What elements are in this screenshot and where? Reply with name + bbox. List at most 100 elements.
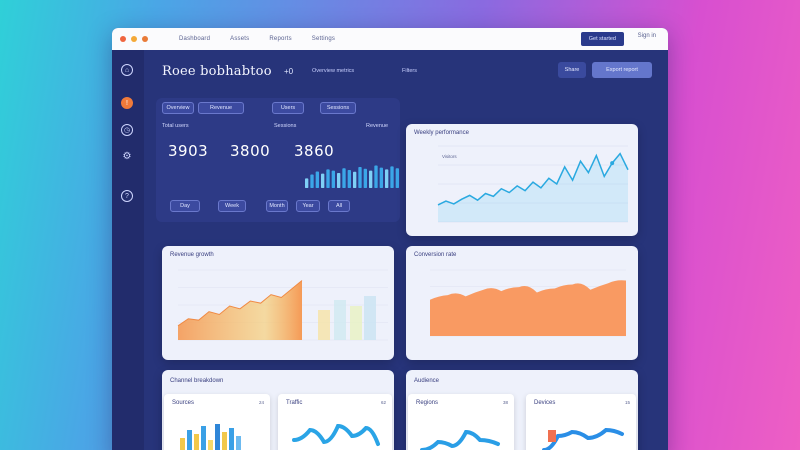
filter-sessions[interactable]: Sessions: [320, 102, 356, 114]
revenue-line: [177, 280, 303, 327]
settings-icon[interactable]: ⚙: [122, 150, 132, 162]
page-title: Roee bobhabtoo: [162, 64, 272, 79]
kpi-value-sessions: 3800: [230, 142, 271, 160]
mini-bar: [180, 438, 185, 450]
kpi-bar: [331, 170, 335, 188]
alert-icon[interactable]: !: [121, 97, 133, 109]
kpi-label: Revenue: [366, 123, 389, 129]
close-dot[interactable]: [120, 36, 126, 42]
revenue-bar: [364, 296, 376, 340]
range-day[interactable]: Day: [170, 200, 200, 212]
card-title: Conversion rate: [414, 252, 457, 258]
card-value: 62: [380, 400, 386, 405]
mini-bar: [222, 432, 227, 450]
conversion-area: [430, 280, 626, 336]
regions-wave-chart: [420, 429, 500, 450]
wave-line: [542, 427, 624, 450]
kpi-label: Sessions: [274, 123, 297, 129]
devices-wave-chart: [542, 427, 624, 450]
revenue-area: [178, 280, 302, 340]
menu-item[interactable]: Settings: [311, 36, 336, 42]
kpi-bar: [315, 171, 319, 188]
audience-card: Audience Regions 38 Devices 15: [406, 370, 638, 450]
menu-item[interactable]: Reports: [269, 36, 292, 42]
menu-item[interactable]: Assets: [230, 36, 250, 42]
line-point: [610, 161, 615, 166]
card-title: Sources: [172, 400, 195, 406]
range-year[interactable]: Year: [296, 200, 320, 212]
kpi-bar: [369, 170, 373, 188]
filters-link[interactable]: Filters: [402, 68, 417, 74]
kpi-label: Total users: [162, 123, 189, 129]
kpi-bar-chart: [305, 165, 399, 188]
kpi-bar: [385, 169, 389, 188]
revenue-bar: [334, 300, 346, 340]
kpi-bar: [353, 171, 357, 188]
card-value: 38: [502, 400, 508, 405]
channel-card: Channel breakdown Sources 24 Traffic 62: [162, 370, 394, 450]
sources-bar-chart: [180, 424, 241, 450]
line-chart: [437, 145, 629, 223]
kpi-bar: [342, 168, 346, 188]
export-button[interactable]: Export report: [592, 62, 652, 78]
line-series: [437, 152, 629, 206]
range-month[interactable]: Month: [266, 200, 288, 212]
mini-bar: [187, 430, 192, 450]
kpi-bar: [310, 174, 314, 188]
mini-bar: [201, 426, 206, 450]
range-week[interactable]: Week: [218, 200, 246, 212]
get-started-button[interactable]: Get started: [580, 32, 624, 46]
traffic-wave-chart: [292, 423, 380, 446]
traffic-card[interactable]: Traffic 62: [278, 394, 392, 450]
card-title: Devices: [534, 400, 556, 406]
mini-bar: [208, 440, 213, 450]
filter-users[interactable]: Users: [272, 102, 304, 114]
filter-overview[interactable]: Overview: [162, 102, 194, 114]
kpi-bar: [347, 170, 351, 188]
filter-revenue[interactable]: Revenue: [198, 102, 244, 114]
revenue-bar: [318, 310, 330, 340]
sign-in-link[interactable]: Sign in: [637, 33, 656, 39]
range-all[interactable]: All: [328, 200, 350, 212]
clock-icon[interactable]: ◷: [121, 124, 133, 136]
menu-item[interactable]: Dashboard: [179, 36, 211, 42]
card-title: Regions: [416, 400, 439, 406]
card-title: Revenue growth: [170, 252, 214, 258]
devices-card[interactable]: Devices 15: [526, 394, 636, 450]
regions-card[interactable]: Regions 38: [408, 394, 514, 450]
wave-line: [292, 423, 380, 446]
card-title: Audience: [414, 378, 440, 384]
kpi-bar: [337, 173, 341, 188]
kpi-bar: [379, 167, 383, 188]
revenue-area-card: Revenue growth: [162, 246, 394, 360]
card-title: Traffic: [286, 400, 303, 406]
mini-bar: [236, 436, 241, 450]
kpi-bar: [374, 165, 378, 188]
conversion-area-chart: [430, 269, 626, 337]
mini-bar: [215, 424, 220, 450]
mini-bar: [194, 434, 199, 450]
sidebar: ⌂ ! ◷ ⚙ ?: [112, 50, 144, 450]
line-chart-card: Weekly performance Visitors: [406, 124, 638, 236]
home-icon[interactable]: ⌂: [121, 64, 133, 76]
kpi-bar: [321, 173, 325, 188]
minimize-dot[interactable]: [131, 36, 137, 42]
help-icon[interactable]: ?: [121, 190, 133, 202]
title-badge: +0: [284, 67, 294, 76]
line-area: [438, 153, 628, 222]
share-button[interactable]: Share: [558, 62, 586, 78]
top-menu: Dashboard Assets Reports Settings: [179, 36, 335, 42]
sources-card[interactable]: Sources 24: [164, 394, 270, 450]
overview-link[interactable]: Overview metrics: [312, 68, 355, 74]
maximize-dot[interactable]: [142, 36, 148, 42]
wave-line: [420, 429, 500, 450]
revenue-area-chart: [177, 269, 388, 341]
mini-bar: [229, 428, 234, 450]
kpi-bar: [326, 169, 330, 188]
kpi-bar: [358, 167, 362, 188]
conversion-area-card: Conversion rate: [406, 246, 638, 360]
kpi-bar: [390, 166, 394, 188]
legend-label: Visitors: [442, 154, 457, 159]
devices-bar: [548, 430, 556, 442]
card-value: 24: [258, 400, 264, 405]
